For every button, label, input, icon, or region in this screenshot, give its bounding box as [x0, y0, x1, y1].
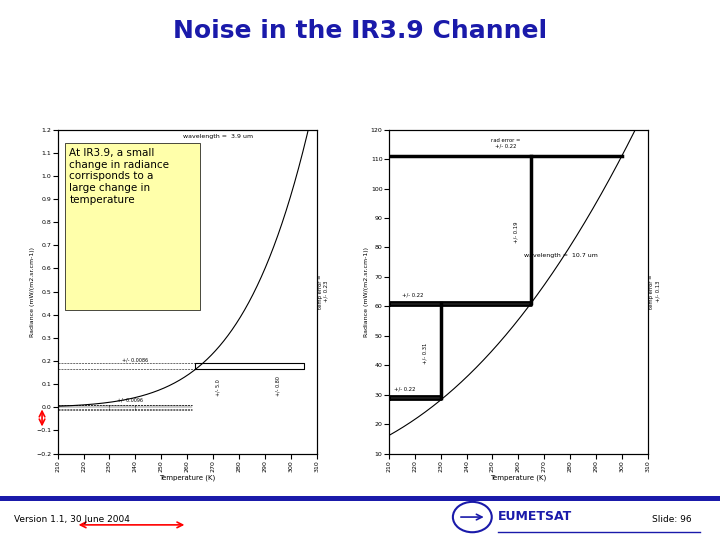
Bar: [66, 144, 200, 310]
Text: wavelength =  3.9 um: wavelength = 3.9 um: [184, 134, 253, 139]
Text: +/- 0.22: +/- 0.22: [402, 293, 423, 298]
Text: +/- 0.19: +/- 0.19: [513, 222, 518, 244]
Text: Slide: 96: Slide: 96: [652, 515, 691, 524]
X-axis label: Temperature (K): Temperature (K): [159, 475, 215, 481]
Text: +/- 0.22: +/- 0.22: [394, 387, 415, 392]
Text: +/- 0.0086: +/- 0.0086: [122, 358, 148, 363]
Text: At IR3.9, a small
change in radiance
corrisponds to a
large change in
temperatur: At IR3.9, a small change in radiance cor…: [69, 148, 169, 205]
Y-axis label: temp error =
+/- 0.13: temp error = +/- 0.13: [649, 274, 660, 309]
X-axis label: Temperature (K): Temperature (K): [490, 475, 546, 481]
Y-axis label: Radiance (mW/(m2.sr.cm-1)): Radiance (mW/(m2.sr.cm-1)): [30, 247, 35, 336]
Text: Noise in the IR3.9 Channel: Noise in the IR3.9 Channel: [173, 19, 547, 43]
Text: rad error =
+/- 0.22: rad error = +/- 0.22: [491, 138, 520, 148]
Text: Version 1.1, 30 June 2004: Version 1.1, 30 June 2004: [14, 515, 130, 524]
Text: EUMETSAT: EUMETSAT: [498, 510, 572, 523]
Y-axis label: temp error =
+/- 0.23: temp error = +/- 0.23: [318, 274, 329, 309]
Text: +/- 0.0096: +/- 0.0096: [117, 398, 143, 403]
Text: +/- 0.80: +/- 0.80: [276, 376, 280, 396]
Text: +/- 5.0: +/- 5.0: [216, 379, 221, 396]
Text: +/- 0.31: +/- 0.31: [423, 343, 428, 364]
Y-axis label: Radiance (mW/(m2.sr.cm-1)): Radiance (mW/(m2.sr.cm-1)): [364, 247, 369, 336]
Text: wavelength =  10.7 um: wavelength = 10.7 um: [523, 253, 598, 258]
